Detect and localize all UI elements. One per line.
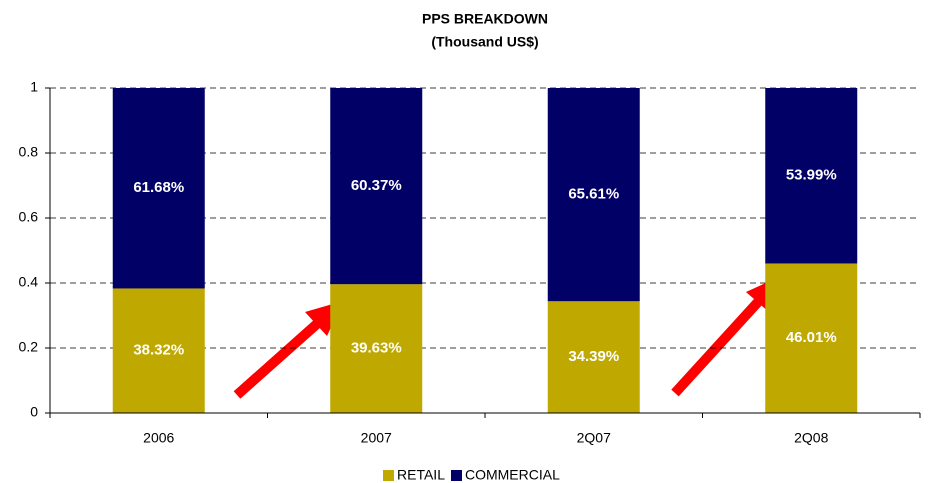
bar-segment [330,284,423,413]
bar-segment [547,301,640,413]
data-label: 60.37% [351,177,402,194]
data-label: 65.61% [568,186,619,203]
legend-swatch [450,470,462,481]
arrow [671,298,762,397]
legend-label: COMMERCIAL [465,467,560,483]
bar-segment [330,88,423,285]
y-tick-label: 0.6 [19,209,39,225]
data-label: 46.01% [786,329,837,346]
arrow [233,319,322,399]
data-label: 61.68% [133,179,184,196]
bar-segment [765,88,858,264]
y-tick-label: 0.8 [19,144,39,160]
bar-segment [112,88,205,289]
y-tick-label: 1 [30,79,38,95]
x-tick-label: 2Q08 [794,430,828,446]
legend-label: RETAIL [397,467,445,483]
x-tick-label: 2006 [143,430,174,446]
chart-title: PPS BREAKDOWN [422,11,548,27]
y-tick-label: 0.2 [19,339,39,355]
data-label: 39.63% [351,340,402,357]
x-tick-label: 2Q07 [577,430,611,446]
data-label: 53.99% [786,167,837,184]
annotation-arrows [233,276,781,399]
bar-segment [112,288,205,413]
y-tick-label: 0.4 [19,274,39,290]
data-label: 34.39% [568,348,619,365]
bar-segment [765,263,858,413]
x-tick-label: 2007 [361,430,392,446]
y-tick-label: 0 [30,404,38,420]
chart-subtitle: (Thousand US$) [431,34,538,50]
data-label: 38.32% [133,342,184,359]
bar-segment [547,88,640,302]
legend-swatch [383,470,394,481]
